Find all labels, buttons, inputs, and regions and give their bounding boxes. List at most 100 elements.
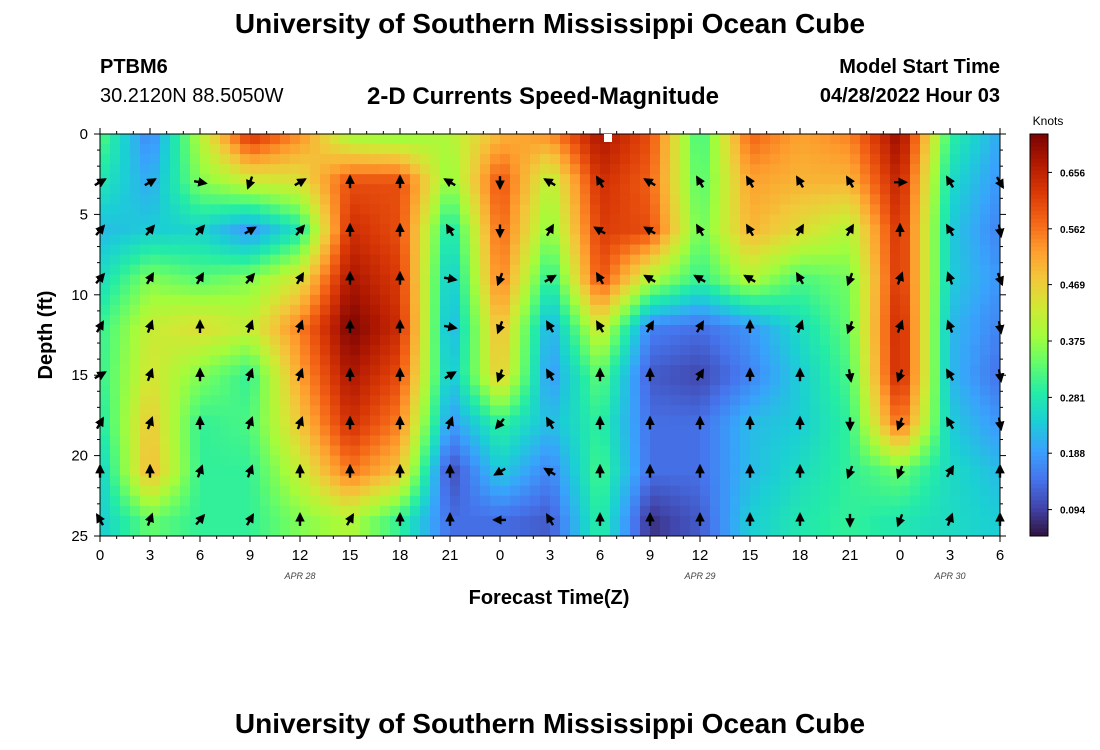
heatmap-cell bbox=[570, 284, 581, 296]
heatmap-cell bbox=[150, 274, 161, 286]
heatmap-cell bbox=[860, 294, 871, 306]
heatmap-cell bbox=[820, 284, 831, 296]
heatmap-cell bbox=[670, 345, 681, 356]
heatmap-cell bbox=[340, 435, 351, 447]
heatmap-cell bbox=[230, 505, 241, 517]
heatmap-cell bbox=[560, 244, 571, 256]
heatmap-cell bbox=[270, 294, 281, 306]
heatmap-cell bbox=[940, 194, 951, 205]
heatmap-cell bbox=[310, 324, 321, 336]
heatmap-cell bbox=[700, 465, 711, 477]
heatmap-cell bbox=[220, 224, 231, 236]
heatmap-cell bbox=[380, 385, 391, 396]
heatmap-cell bbox=[730, 385, 741, 396]
x-tick-label: 0 bbox=[496, 547, 504, 564]
heatmap-cell bbox=[280, 254, 291, 266]
heatmap-cell bbox=[770, 405, 781, 416]
heatmap-cell bbox=[210, 445, 221, 457]
heatmap-cell bbox=[320, 314, 331, 326]
heatmap-cell bbox=[910, 485, 921, 497]
heatmap-cell bbox=[540, 425, 551, 437]
heatmap-cell bbox=[310, 525, 321, 536]
heatmap-cell bbox=[360, 425, 371, 437]
heatmap-cell bbox=[840, 465, 851, 477]
colorbar-segment bbox=[1030, 134, 1048, 139]
heatmap-cell bbox=[430, 264, 441, 276]
heatmap-cell bbox=[860, 284, 871, 296]
heatmap-cell bbox=[140, 154, 151, 165]
heatmap-cell bbox=[430, 314, 441, 326]
heatmap-cell bbox=[460, 234, 471, 246]
heatmap-cell bbox=[760, 445, 771, 457]
heatmap-cell bbox=[260, 274, 271, 286]
heatmap-cell bbox=[510, 395, 521, 406]
heatmap-cell bbox=[130, 304, 141, 316]
heatmap-cell bbox=[430, 475, 441, 487]
current-vector bbox=[545, 513, 555, 526]
heatmap-cell bbox=[740, 174, 751, 185]
heatmap-cell bbox=[350, 304, 361, 316]
heatmap-cell bbox=[610, 314, 621, 326]
heatmap-cell bbox=[770, 525, 781, 536]
heatmap-cell bbox=[970, 254, 981, 266]
heatmap-cell bbox=[420, 395, 431, 406]
heatmap-cell bbox=[920, 445, 931, 457]
heatmap-cell bbox=[870, 244, 881, 256]
heatmap-cell bbox=[790, 405, 801, 416]
heatmap-cell bbox=[510, 405, 521, 416]
heatmap-cell bbox=[610, 304, 621, 316]
heatmap-cell bbox=[600, 164, 611, 175]
heatmap-cell bbox=[160, 445, 171, 457]
heatmap-cell bbox=[610, 234, 621, 246]
heatmap-cell bbox=[780, 284, 791, 296]
heatmap-cell bbox=[260, 445, 271, 457]
heatmap-cell bbox=[740, 294, 751, 306]
heatmap-cell bbox=[280, 395, 291, 406]
colorbar-segment bbox=[1030, 318, 1048, 324]
heatmap-cell bbox=[550, 144, 561, 155]
x-tick-label: 0 bbox=[896, 547, 904, 564]
heatmap-cell bbox=[530, 294, 541, 306]
heatmap-cell bbox=[910, 134, 921, 145]
heatmap-cell bbox=[370, 274, 381, 286]
heatmap-cell bbox=[760, 505, 771, 517]
heatmap-cell bbox=[360, 365, 371, 376]
heatmap-cell bbox=[780, 435, 791, 447]
heatmap-cell bbox=[330, 164, 341, 175]
heatmap-cell bbox=[750, 184, 761, 195]
heatmap-cell bbox=[150, 254, 161, 266]
heatmap-cell bbox=[670, 485, 681, 497]
colorbar-frame bbox=[1029, 133, 1049, 537]
heatmap-cell bbox=[330, 244, 341, 256]
heatmap-cell bbox=[860, 375, 871, 386]
heatmap-cell bbox=[120, 184, 131, 195]
heatmap-cell bbox=[940, 254, 951, 266]
heatmap-cell bbox=[140, 525, 151, 536]
heatmap-cell bbox=[440, 284, 451, 296]
heatmap-cell bbox=[210, 194, 221, 205]
heatmap-cell bbox=[770, 415, 781, 427]
heatmap-cell bbox=[950, 254, 961, 266]
heatmap-cell bbox=[940, 174, 951, 185]
heatmap-cell bbox=[560, 214, 571, 226]
heatmap-cell bbox=[730, 415, 741, 427]
heatmap-cell bbox=[900, 375, 911, 386]
heatmap-cell bbox=[700, 425, 711, 437]
heatmap-cell bbox=[120, 204, 131, 215]
heatmap-cell bbox=[130, 495, 141, 507]
heatmap-cell bbox=[280, 314, 291, 326]
heatmap-cell bbox=[170, 214, 181, 226]
heatmap-cell bbox=[100, 495, 111, 507]
heatmap-cell bbox=[280, 204, 291, 215]
heatmap-cell bbox=[760, 294, 771, 306]
heatmap-cell bbox=[810, 184, 821, 195]
heatmap-cell bbox=[580, 294, 591, 306]
heatmap-cell bbox=[440, 435, 451, 447]
heatmap-cell bbox=[370, 224, 381, 236]
heatmap-cell bbox=[510, 435, 521, 447]
heatmap-cell bbox=[150, 324, 161, 336]
heatmap-cell bbox=[420, 385, 431, 396]
heatmap-cell bbox=[610, 465, 621, 477]
heatmap-cell bbox=[420, 224, 431, 236]
heatmap-cell bbox=[950, 445, 961, 457]
